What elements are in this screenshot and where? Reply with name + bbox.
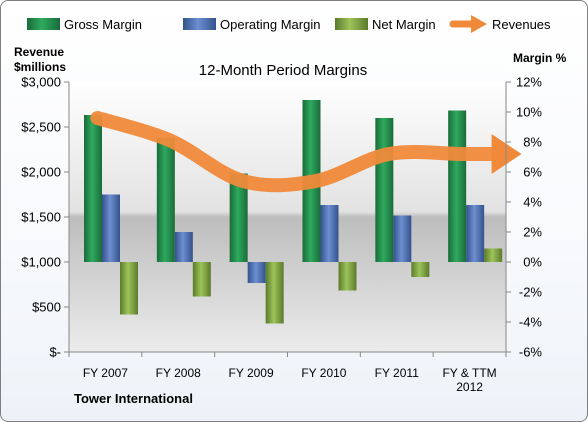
net-margin-bar xyxy=(338,262,357,291)
right-tick-label: 4% xyxy=(523,195,542,210)
right-tick-label: -6% xyxy=(519,345,543,360)
right-tick-label: 12% xyxy=(516,75,542,90)
x-tick-label: FY & TTM 2012 xyxy=(442,366,496,394)
x-tick-label: FY 2007 xyxy=(83,366,128,380)
gross-margin-bar xyxy=(229,173,248,262)
operating-margin-bar xyxy=(102,194,120,262)
net-margin-bar xyxy=(411,262,430,277)
x-tick-label: FY 2011 xyxy=(375,366,420,380)
legend-swatch-operating-margin xyxy=(183,18,216,30)
x-tick-label: FY 2009 xyxy=(229,366,274,380)
gross-margin-bar xyxy=(448,110,467,262)
net-margin-bar xyxy=(484,248,503,262)
legend-label-net-margin: Net Margin xyxy=(372,17,436,32)
legend-item-revenues: Revenues xyxy=(449,15,551,33)
left-tick-label: $1,000 xyxy=(21,255,61,270)
legend-arrowhead-icon xyxy=(471,15,487,33)
operating-margin-bar xyxy=(247,262,266,283)
left-tick-label: $- xyxy=(49,345,61,360)
legend-swatch-gross-margin xyxy=(27,18,60,30)
left-tick-label: $1,500 xyxy=(21,210,61,225)
company-name: Tower International xyxy=(74,391,193,406)
legend-label-gross-margin: Gross Margin xyxy=(64,17,142,32)
right-tick-label: 8% xyxy=(523,135,542,150)
operating-margin-bar xyxy=(174,232,193,262)
right-tick-label: 0% xyxy=(523,255,542,270)
legend-swatch-net-margin xyxy=(335,18,368,30)
left-tick-label: $2,500 xyxy=(21,120,61,135)
right-tick-label: 2% xyxy=(523,225,542,240)
left-tick-label: $2,000 xyxy=(21,165,61,180)
axes-group: $- $500 $1,000 $1,500 $2,000 $2,500 $3,000 -6% -… xyxy=(21,75,542,395)
legend: Gross Margin Operating Margin Net Margin… xyxy=(27,15,551,33)
legend-item-operating-margin: Operating Margin xyxy=(183,17,320,32)
x-tick-label: FY 2010 xyxy=(301,366,346,380)
revenue-line-group xyxy=(90,111,522,193)
right-tick-label: -4% xyxy=(519,315,543,330)
right-axis-label: Margin % xyxy=(513,51,567,65)
gross-margin-bar xyxy=(375,118,394,262)
legend-item-net-margin: Net Margin xyxy=(335,17,436,32)
operating-margin-bar xyxy=(466,205,485,262)
right-tick-label: -2% xyxy=(519,285,543,300)
operating-margin-bar xyxy=(393,215,412,262)
legend-item-gross-margin: Gross Margin xyxy=(27,17,142,32)
gross-margin-bar xyxy=(84,115,102,262)
revenues-line xyxy=(90,111,505,193)
operating-margin-bar xyxy=(320,205,339,262)
chart-title: 12-Month Period Margins xyxy=(199,62,367,79)
net-margin-bar xyxy=(120,262,138,315)
net-margin-bar xyxy=(265,262,284,324)
right-tick-label: 10% xyxy=(516,105,542,120)
net-margin-bar xyxy=(192,262,211,297)
left-axis-label-line1: Revenue xyxy=(14,45,64,59)
gross-margin-bar xyxy=(156,137,175,262)
left-axis-label-line2: $millions xyxy=(14,60,66,74)
left-tick-label: $500 xyxy=(32,300,61,315)
legend-label-revenues: Revenues xyxy=(492,17,551,32)
left-tick-label: $3,000 xyxy=(21,75,61,90)
right-tick-label: 6% xyxy=(523,165,542,180)
legend-label-operating-margin: Operating Margin xyxy=(220,17,320,32)
revenues-arrowhead-icon xyxy=(491,134,522,174)
x-tick-label: FY 2008 xyxy=(156,366,201,380)
